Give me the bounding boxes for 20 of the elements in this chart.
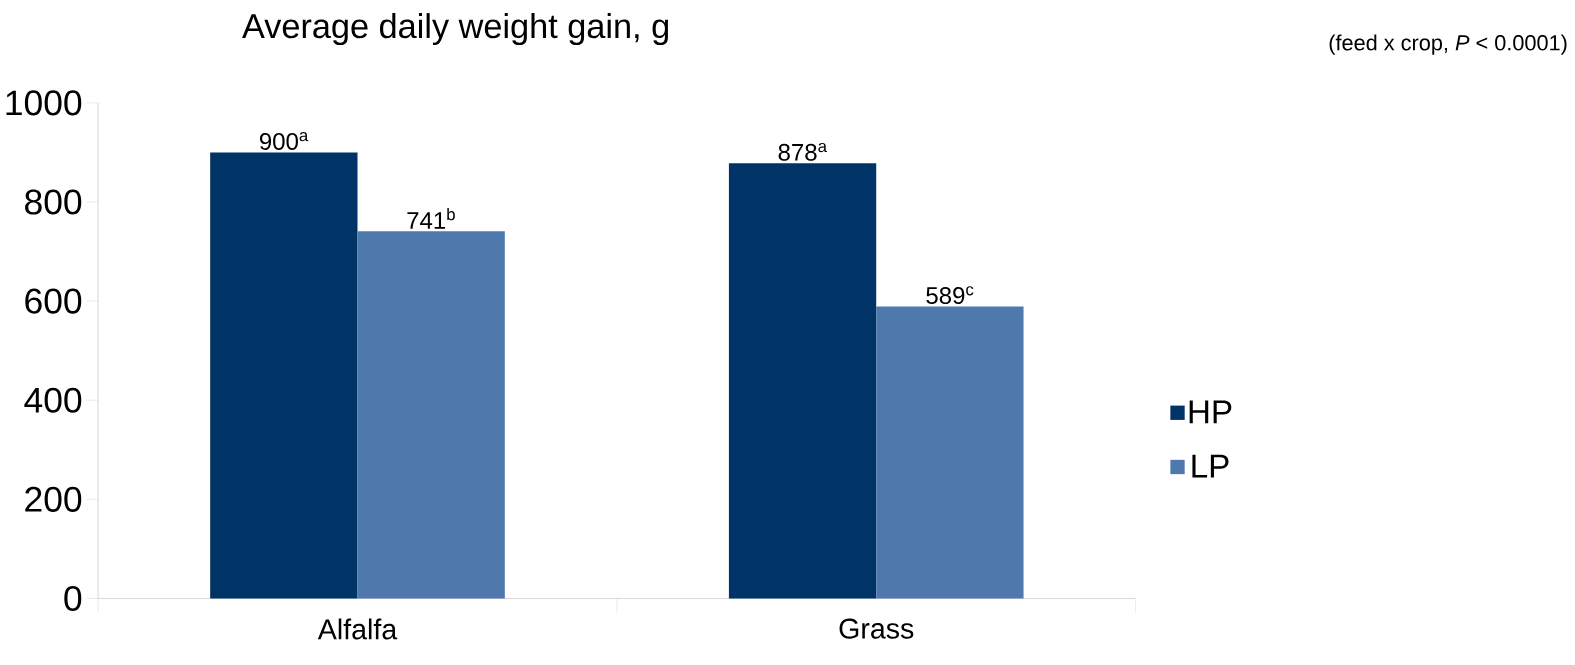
legend-label: LP — [1192, 454, 1229, 478]
bar — [210, 152, 358, 599]
text: (feed x crop, P < 0.0001) — [1329, 34, 1567, 55]
data-label: 589$^{c}$ — [926, 286, 974, 304]
bar — [876, 306, 1024, 599]
y-tick-label: 600 — [25, 288, 82, 314]
data-label: 900$^{a}$ — [259, 131, 309, 150]
y-tick-label: 1000 — [6, 90, 82, 116]
y-tick-label: 200 — [25, 486, 82, 512]
x-tick-label: Grass — [839, 618, 914, 639]
data-label: 741$^{b}$ — [407, 207, 455, 229]
y-tick-label: 800 — [25, 189, 82, 215]
bar — [357, 231, 505, 599]
data-label: 878$^{a}$ — [778, 142, 827, 161]
y-tick-label: 400 — [24, 387, 82, 413]
bar — [728, 163, 877, 599]
x-tick-label: Alfalfa — [317, 618, 398, 640]
y-axis-title: Average daily weight gain, g — [242, 12, 669, 45]
y-tick-label: 0 — [64, 585, 82, 611]
legend-label: HP — [1189, 400, 1232, 424]
